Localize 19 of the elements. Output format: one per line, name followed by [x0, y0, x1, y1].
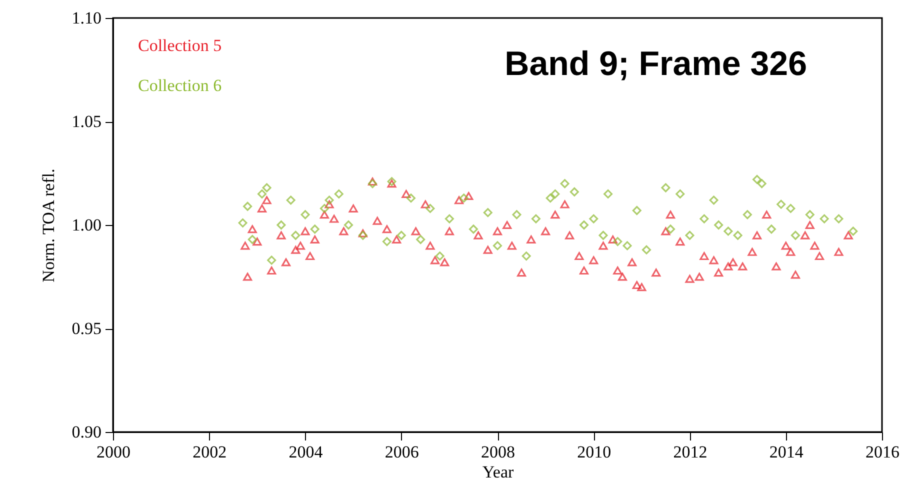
annotation: Band 9; Frame 326 [504, 45, 807, 83]
y-axis-title: Norm. TOA refl. [38, 168, 58, 282]
x-tick-label: 2010 [577, 442, 612, 462]
x-tick-label: 2004 [288, 442, 324, 462]
y-tick-label: 0.90 [72, 422, 102, 442]
text: Collection 5 [138, 36, 222, 55]
x-tick-label: 2008 [481, 442, 515, 462]
x-tick-label: 2002 [192, 442, 227, 462]
x-tick-label: 2012 [673, 442, 708, 462]
y-tick-label: 0.95 [72, 319, 102, 338]
y-tick-label: 1.05 [72, 112, 102, 131]
text: Collection 6 [138, 76, 222, 95]
y-tick-label: 1.00 [72, 216, 102, 234]
x-tick-label: 2014 [769, 442, 804, 462]
x-tick-label: 2016 [866, 442, 900, 462]
y-tick-label: 1.10 [72, 8, 102, 28]
x-tick-label: 2006 [384, 442, 419, 462]
x-axis-title: Year [482, 462, 514, 482]
x-tick-label: 2000 [96, 442, 130, 462]
